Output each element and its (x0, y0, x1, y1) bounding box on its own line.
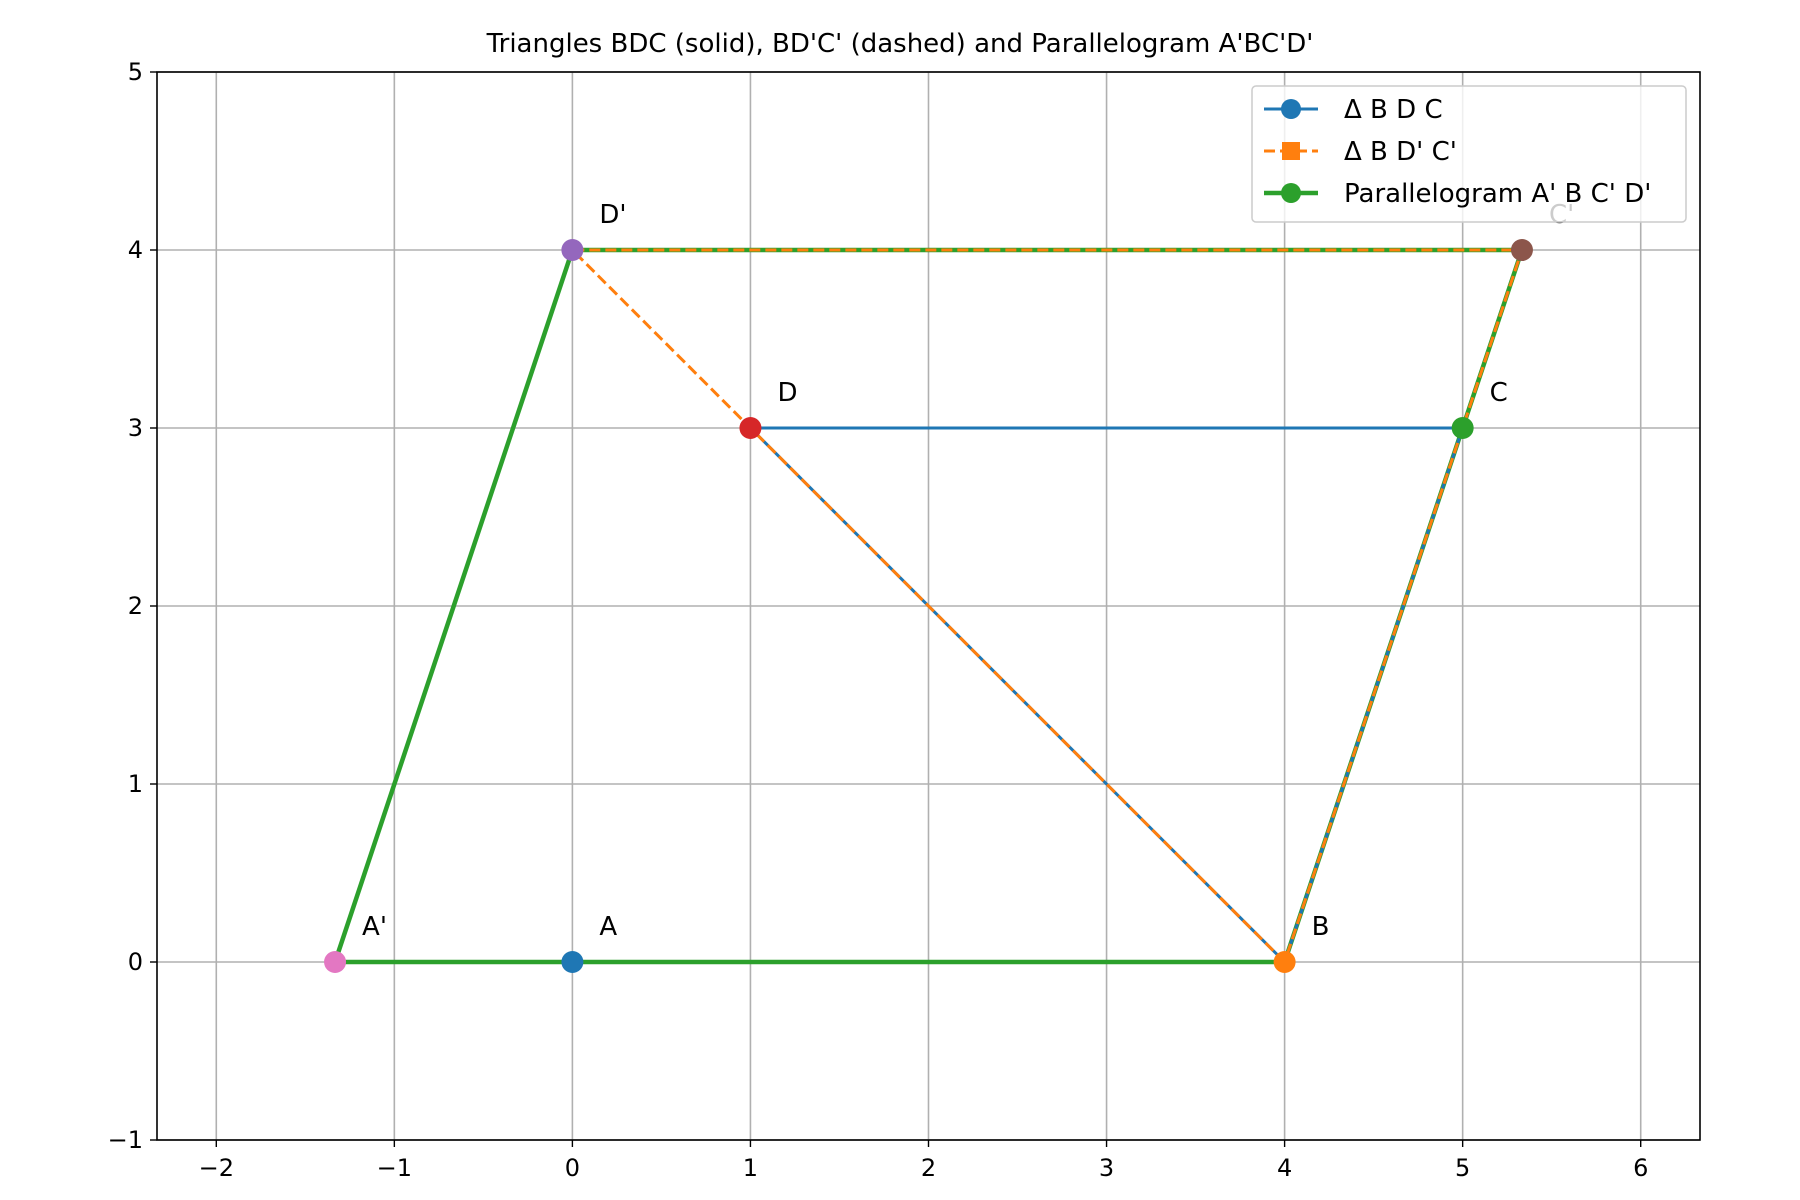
legend-marker (1281, 99, 1301, 119)
point-marker (561, 951, 584, 973)
y-tick-label: 3 (128, 414, 143, 442)
point-label: B (1312, 912, 1330, 942)
point-marker (1451, 417, 1474, 439)
point-marker (324, 951, 347, 973)
point-label: A (599, 912, 617, 942)
x-tick-label: 4 (1277, 1154, 1292, 1182)
point-label: A' (362, 912, 387, 942)
point-marker (1273, 951, 1296, 973)
data-points (324, 239, 1533, 973)
chart-title: Triangles BDC (solid), BD'C' (dashed) an… (486, 29, 1314, 59)
point-marker (739, 417, 762, 439)
y-tick-label: 2 (128, 592, 143, 620)
x-tick-label: 2 (921, 1154, 936, 1182)
x-tick-label: 3 (1099, 1154, 1114, 1182)
y-tick-label: 0 (128, 948, 143, 976)
legend-marker (1282, 142, 1300, 160)
point-label: D (777, 378, 797, 408)
point-marker (561, 239, 584, 261)
legend-box (1251, 85, 1687, 223)
axis-ticks: −2 −1 0 1 2 3 4 5 6 −1 0 1 2 3 4 5 (108, 58, 1649, 1182)
point-label: C (1490, 378, 1508, 408)
legend-label: Parallelogram A' B C' D' (1344, 179, 1651, 209)
y-tick-label: 5 (128, 58, 143, 86)
point-label: D' (599, 200, 626, 230)
y-tick-label: 1 (128, 770, 143, 798)
point-marker (1510, 239, 1533, 261)
y-tick-label: −1 (108, 1126, 143, 1154)
x-tick-label: 5 (1455, 1154, 1470, 1182)
legend-label: Δ B D' C' (1344, 137, 1457, 167)
x-tick-label: 6 (1633, 1154, 1648, 1182)
legend-label: Δ B D C (1344, 95, 1443, 125)
legend: Δ B D C Δ B D' C' Parallelogram A' B C' D' (1251, 85, 1687, 223)
legend-marker (1281, 183, 1301, 203)
x-tick-label: 0 (565, 1154, 580, 1182)
series-line-1 (570, 248, 1524, 964)
y-tick-label: 4 (128, 236, 143, 264)
x-tick-label: 1 (743, 1154, 758, 1182)
x-tick-label: −1 (377, 1154, 412, 1182)
x-tick-label: −2 (199, 1154, 234, 1182)
